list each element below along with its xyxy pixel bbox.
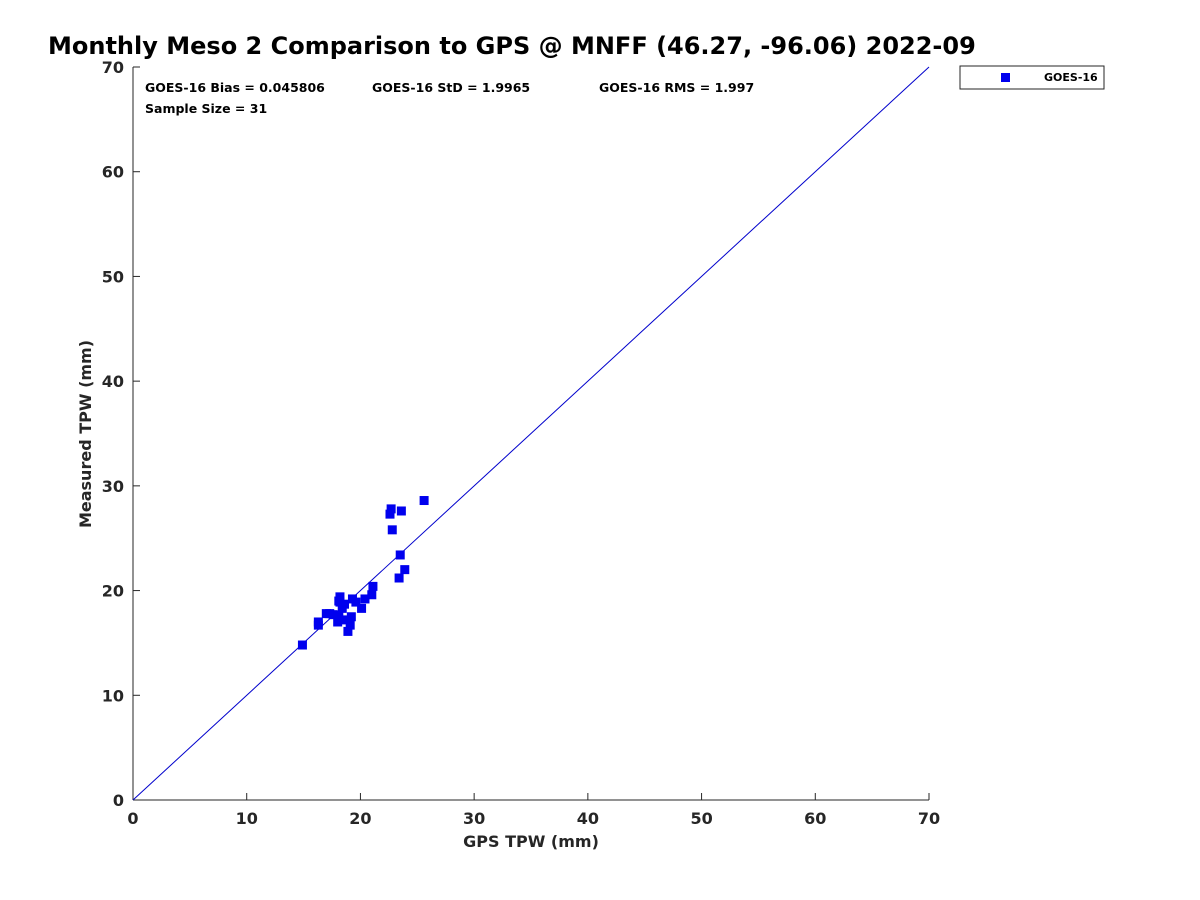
- data-point: [333, 617, 343, 627]
- data-point: [313, 617, 323, 627]
- data-point: [343, 626, 353, 636]
- data-point: [386, 504, 396, 514]
- y-tick-label: 20: [102, 582, 124, 601]
- data-point: [400, 565, 410, 575]
- data-point: [367, 590, 377, 600]
- data-point: [345, 620, 355, 630]
- data-point: [360, 594, 370, 604]
- y-tick-label: 30: [102, 477, 124, 496]
- chart-title: Monthly Meso 2 Comparison to GPS @ MNFF …: [48, 32, 976, 60]
- y-tick-label: 50: [102, 267, 124, 286]
- stat-sample-size: Sample Size = 31: [145, 101, 267, 116]
- data-point: [341, 615, 351, 625]
- stat-rms: GOES-16 RMS = 1.997: [599, 80, 754, 95]
- legend-box: [959, 65, 1105, 90]
- x-tick-label: 60: [804, 809, 826, 828]
- y-tick-label: 70: [102, 58, 124, 77]
- data-point: [340, 599, 350, 609]
- y-tick-label: 60: [102, 163, 124, 182]
- x-tick-label: 0: [127, 809, 138, 828]
- data-point: [357, 603, 367, 613]
- data-point: [346, 612, 356, 622]
- data-point: [328, 610, 338, 620]
- x-tick-label: 40: [577, 809, 599, 828]
- y-axis-label: Measured TPW (mm): [76, 340, 95, 528]
- stat-bias: GOES-16 Bias = 0.045806: [145, 80, 325, 95]
- data-point: [334, 611, 344, 621]
- x-tick-label: 10: [236, 809, 258, 828]
- y-axis-ticks: 0 10 20 30 40 50 60 70: [102, 58, 140, 810]
- y-tick-label: 0: [113, 791, 124, 810]
- data-point: [394, 573, 404, 583]
- plot-area: 0 10 20 30 40 50 60 70 0 10 20 30 40 50 60 70 GOES-16 …: [102, 58, 940, 828]
- stat-std: GOES-16 StD = 1.9965: [372, 80, 530, 95]
- x-tick-label: 50: [690, 809, 712, 828]
- legend-marker-square: [1001, 73, 1010, 82]
- x-axis-label: GPS TPW (mm): [463, 832, 599, 851]
- data-point: [387, 525, 397, 535]
- legend-label-goes-16: GOES-16: [1044, 71, 1098, 84]
- data-point: [368, 581, 378, 591]
- data-point: [334, 596, 344, 606]
- data-point: [395, 550, 405, 560]
- y-tick-label: 40: [102, 372, 124, 391]
- reference-line-one-to-one: [132, 66, 930, 801]
- x-tick-label: 20: [349, 809, 371, 828]
- series-goes-16-points: [297, 496, 429, 650]
- x-tick-label: 30: [463, 809, 485, 828]
- data-point: [419, 496, 429, 506]
- data-point: [351, 597, 361, 607]
- legend: GOES-16: [959, 65, 1105, 90]
- data-point: [396, 506, 406, 516]
- data-point: [385, 509, 395, 519]
- data-point: [297, 640, 307, 650]
- x-tick-label: 70: [918, 809, 940, 828]
- x-axis-ticks: 0 10 20 30 40 50 60 70: [127, 793, 940, 828]
- y-tick-label: 10: [102, 686, 124, 705]
